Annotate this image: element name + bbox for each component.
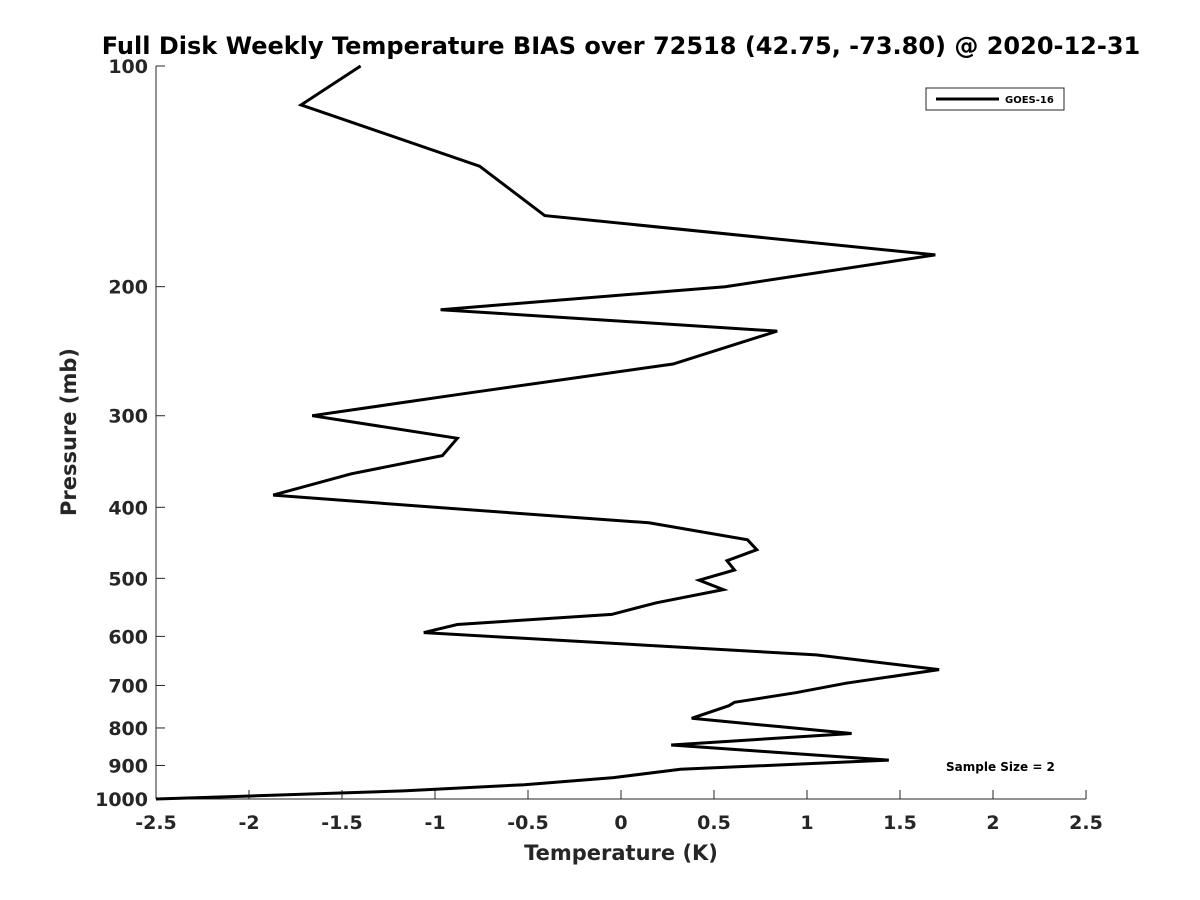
y-tick-label: 600 [108, 626, 148, 648]
legend-label-goes-16: GOES-16 [1005, 95, 1054, 106]
x-tick-label: -1 [424, 812, 445, 834]
x-tick-label: -1.5 [321, 812, 363, 834]
x-tick-label: -2 [238, 812, 259, 834]
legend: GOES-16 [925, 87, 1065, 111]
x-tick-label: 0.5 [697, 812, 731, 834]
y-tick-label: 300 [108, 406, 148, 428]
x-tick-label: 1.5 [883, 812, 917, 834]
x-ticks: -2.5 -2 -1.5 -1 -0.5 0 0.5 1 1.5 2 2.5 [135, 790, 1103, 834]
y-tick-label: 800 [108, 718, 148, 740]
y-tick-label: 700 [108, 675, 148, 697]
x-tick-label: -2.5 [135, 812, 177, 834]
x-axis-label: Temperature (K) [524, 841, 718, 865]
y-ticks: 100 200 300 400 500 600 700 800 900 1000 [95, 56, 165, 811]
series-line-goes-16 [155, 64, 940, 801]
x-tick-label: 0 [614, 812, 627, 834]
x-tick-label: 2.5 [1069, 812, 1103, 834]
y-axis-label: Pressure (mb) [57, 348, 81, 516]
chart-title: Full Disk Weekly Temperature BIAS over 7… [102, 32, 1141, 60]
y-tick-label: 500 [108, 568, 148, 590]
y-tick-label: 400 [108, 497, 148, 519]
y-tick-label: 900 [108, 755, 148, 777]
x-tick-label: -0.5 [507, 812, 549, 834]
x-tick-label: 1 [800, 812, 813, 834]
series-group [155, 64, 940, 801]
y-tick-label: 100 [108, 56, 148, 78]
x-tick-label: 2 [986, 812, 999, 834]
sample-size-annotation: Sample Size = 2 [946, 760, 1055, 774]
y-tick-label: 1000 [95, 789, 148, 811]
plot-area [155, 66, 1086, 800]
y-tick-label: 200 [108, 277, 148, 299]
